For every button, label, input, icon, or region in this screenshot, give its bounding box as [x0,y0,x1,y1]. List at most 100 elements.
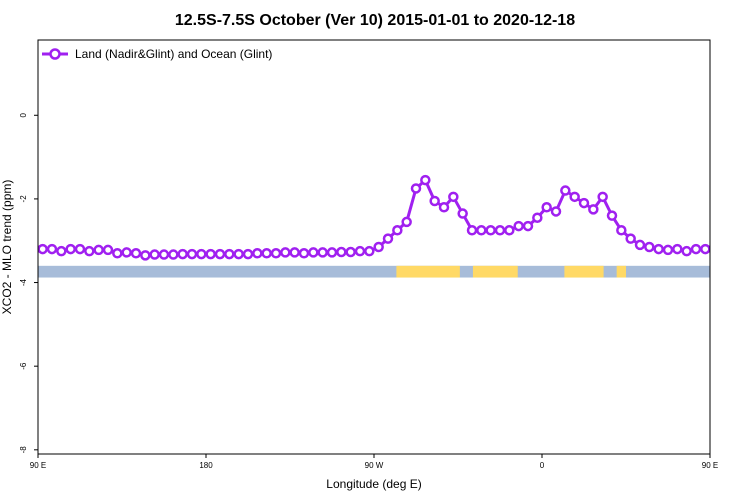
land-segment-1 [472,265,518,278]
land-ocean-band [38,265,710,278]
data-point [84,245,95,257]
data-point [382,233,394,244]
data-point [326,247,338,258]
data-point [466,225,478,236]
data-point [700,243,710,255]
chart-title: 12.5S-7.5S October (Ver 10) 2015-01-01 t… [175,12,575,29]
data-point [373,241,384,253]
data-point [317,247,328,258]
data-point [429,195,440,207]
data-point [74,243,86,255]
data-point [541,202,552,213]
data-point [578,197,590,209]
data-point [252,248,263,259]
data-point [196,248,207,260]
data-point [298,248,310,259]
data-point [476,225,487,236]
data-point [56,245,67,257]
data-point [504,225,515,236]
data-point [280,247,291,258]
data-point [644,241,655,253]
data-point [438,202,450,213]
data-point [739,245,747,253]
data-point [729,245,737,253]
x-axis-label: Longitude (deg E) [326,477,421,491]
data-point [65,243,76,255]
data-point [625,233,636,244]
legend: Land (Nadir&Glint) and Ocean (Glint) [42,47,272,61]
data-point [177,248,188,260]
ocean-band [38,265,710,278]
data-point [448,191,459,203]
data-point [560,185,571,196]
data-point [364,245,375,257]
data-point [597,191,608,203]
data-point [102,244,114,256]
legend-label: Land (Nadir&Glint) and Ocean (Glint) [75,47,272,61]
data-point [709,247,710,253]
data-point [224,248,235,260]
y-axis-ticks: 0 -2 -4 -6 -8 [19,112,38,453]
data-point [662,244,674,256]
data-point [690,243,702,255]
data-point [494,225,506,236]
data-point [168,249,179,260]
data-point [186,248,198,260]
data-point [588,204,599,215]
data-point [205,248,216,260]
x-tick-label: 90 E [30,461,46,470]
data-point [130,248,142,259]
data-point [401,216,412,228]
y-tick-label: -2 [19,195,28,203]
data-point [112,248,123,259]
data-point [457,208,468,219]
data-point [550,206,562,217]
data-point [569,191,580,203]
data-point [93,244,104,256]
x-axis-ticks: 90 E 180 90 W 0 90 E [30,454,718,470]
y-tick-label: -6 [19,362,28,370]
data-point [513,220,524,232]
data-point [606,210,618,221]
data-point [38,243,48,255]
land-segment-2 [564,265,604,278]
data-point [233,248,244,260]
y-tick-label: -8 [19,446,28,454]
data-point [410,183,422,194]
data-point [140,250,151,261]
data-point [354,245,366,257]
x-tick-label: 90 E [702,461,718,470]
data-point [121,247,132,258]
data-point [634,239,646,251]
y-tick-label: 0 [19,112,28,117]
data-point [681,245,692,257]
land-segment-3 [616,265,626,278]
data-point [336,246,347,258]
data-point [270,248,282,259]
data-point [720,247,728,255]
land-segment-0 [396,265,460,278]
x-tick-label: 180 [199,461,213,470]
series-layer [38,174,747,261]
data-point [616,225,627,236]
data-point [672,243,683,255]
y-tick-label: -4 [19,278,28,286]
x-tick-label: 0 [540,461,545,470]
data-point [149,249,160,260]
data-point [392,225,403,236]
data-point [242,248,254,260]
legend-marker-swatch [49,48,61,60]
data-point [345,246,356,258]
data-point [485,225,496,236]
x-tick-label: 90 W [365,461,384,470]
y-axis-label: XCO2 - MLO trend (ppm) [0,180,14,315]
data-point [522,220,534,232]
data-point [46,243,58,255]
data-point [532,212,543,223]
data-point [420,174,431,186]
data-point [289,247,300,258]
data-point [308,247,319,258]
data-point [261,248,272,259]
data-point [653,243,664,255]
